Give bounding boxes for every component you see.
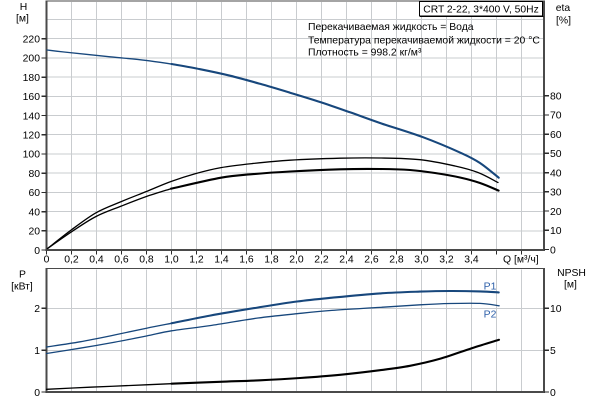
svg-text:NPSH: NPSH [557,268,586,279]
svg-text:70: 70 [550,111,562,122]
svg-text:0,6: 0,6 [114,255,129,266]
svg-text:2,2: 2,2 [314,255,329,266]
svg-text:0: 0 [550,388,556,399]
svg-text:P2: P2 [484,309,497,320]
svg-text:[%]: [%] [556,16,571,27]
svg-text:1,6: 1,6 [239,255,254,266]
svg-text:[кВт]: [кВт] [11,282,33,293]
svg-text:140: 140 [23,111,41,122]
svg-text:10: 10 [550,226,562,237]
svg-text:0: 0 [44,255,50,266]
svg-text:1,0: 1,0 [164,255,179,266]
svg-text:20: 20 [550,207,562,218]
svg-text:0,2: 0,2 [64,255,79,266]
svg-text:80: 80 [28,169,40,180]
svg-text:Температура перекачиваемой жид: Температура перекачиваемой жидкости = 20… [308,36,540,47]
svg-text:Перекачиваемая жидкость = Вода: Перекачиваемая жидкость = Вода [308,22,474,33]
svg-text:0: 0 [34,388,40,399]
svg-text:80: 80 [550,92,562,103]
svg-text:160: 160 [23,92,41,103]
svg-text:3,2: 3,2 [439,255,454,266]
svg-text:100: 100 [23,150,41,161]
svg-text:Плотность = 998.2 кг/м³: Плотность = 998.2 кг/м³ [308,48,422,59]
svg-text:2,6: 2,6 [364,255,379,266]
svg-text:20: 20 [28,227,40,238]
svg-text:0,8: 0,8 [139,255,154,266]
svg-text:[м]: [м] [564,280,577,291]
svg-text:1: 1 [34,346,40,357]
svg-text:P: P [19,270,26,281]
svg-text:30: 30 [550,188,562,199]
svg-text:5: 5 [550,346,556,357]
svg-text:1,2: 1,2 [189,255,204,266]
svg-text:40: 40 [28,207,40,218]
svg-text:10: 10 [550,304,562,315]
svg-text:H: H [20,2,28,13]
svg-text:60: 60 [28,188,40,199]
svg-text:P1: P1 [484,281,497,292]
svg-text:0,4: 0,4 [89,255,104,266]
svg-text:2,0: 2,0 [289,255,304,266]
svg-text:180: 180 [23,73,41,84]
svg-text:120: 120 [23,131,41,142]
svg-text:1,4: 1,4 [214,255,229,266]
svg-text:2: 2 [34,304,40,315]
svg-text:220: 220 [23,35,41,46]
svg-text:40: 40 [550,168,562,179]
svg-text:2,4: 2,4 [339,255,354,266]
svg-text:0: 0 [550,245,556,256]
svg-text:0: 0 [34,246,40,257]
svg-text:[м]: [м] [16,14,29,25]
svg-text:50: 50 [550,149,562,160]
svg-text:60: 60 [550,130,562,141]
svg-text:Q [м³/ч]: Q [м³/ч] [503,255,539,266]
svg-text:3,4: 3,4 [464,255,479,266]
svg-text:1,8: 1,8 [264,255,279,266]
svg-text:eta: eta [556,3,571,14]
svg-text:CRT 2-22, 3*400 V, 50Hz: CRT 2-22, 3*400 V, 50Hz [423,5,538,16]
svg-text:200: 200 [23,54,41,65]
svg-text:3,0: 3,0 [414,255,429,266]
svg-text:2,8: 2,8 [389,255,404,266]
